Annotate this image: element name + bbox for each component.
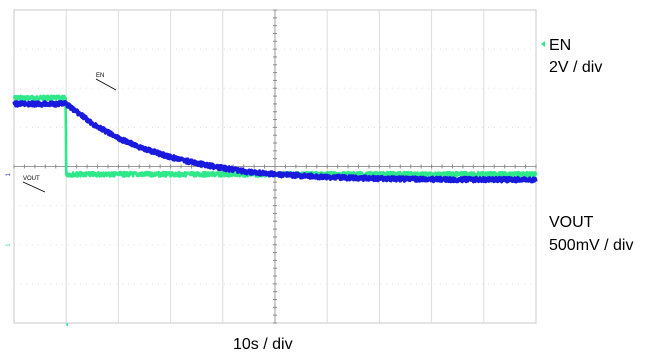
trigger-marker bbox=[541, 41, 545, 47]
vout-scale-label: 500mV / div bbox=[549, 236, 633, 256]
en-label: EN bbox=[549, 36, 571, 56]
vout-channel-marker: 1 bbox=[6, 172, 12, 176]
plot-grid bbox=[14, 10, 536, 323]
vout-tag-leader bbox=[23, 182, 45, 192]
vout-label: VOUT bbox=[549, 213, 593, 233]
en-trace-tag: EN bbox=[96, 73, 104, 79]
en-scale-label: 2V / div bbox=[549, 58, 602, 78]
time-scale-label: 10s / div bbox=[233, 335, 293, 355]
vout-trace-group: 1 bbox=[6, 102, 536, 182]
vout-trace-tag: VOUT bbox=[23, 176, 40, 182]
en-channel-marker: 1 bbox=[6, 243, 12, 247]
